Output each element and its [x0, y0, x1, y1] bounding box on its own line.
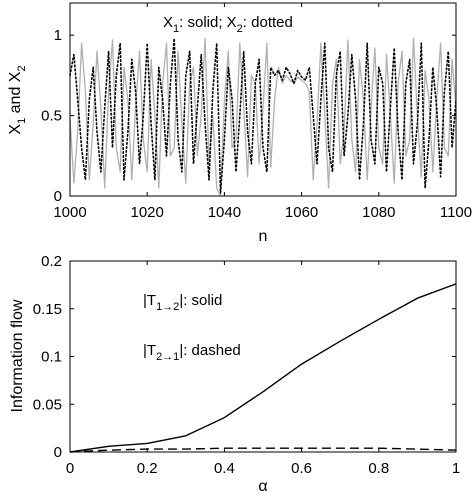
top-series-x1-line — [69, 37, 457, 197]
bottom-ticks-group: 0 0.2 0.4 0.6 0.8 1 0 0.05 0.1 0.15 0.2 — [33, 253, 460, 477]
top-x-tick-label: 1020 — [131, 204, 164, 221]
bottom-legend: |T1→2|: solid |T2→1|: dashed — [143, 292, 241, 363]
top-axes-frame — [69, 2, 457, 197]
bottom-x-tick-label: 0.4 — [214, 460, 235, 477]
bottom-chart: 0 0.2 0.4 0.6 0.8 1 0 0.05 0.1 0.15 0.2 |T1→2|: so… — [9, 253, 460, 495]
bottom-x-tick-label: 0.6 — [291, 460, 312, 477]
bottom-x-tick-label: 0.2 — [137, 460, 158, 477]
top-x-tick-label: 1000 — [53, 204, 86, 221]
bottom-y-tick-label: 0.15 — [33, 301, 62, 318]
top-x-tick-label: 1060 — [285, 204, 318, 221]
top-y-axis-label: X1 and X2 — [7, 65, 28, 134]
top-x-tick-label: 1080 — [362, 204, 395, 221]
top-chart: 1000 1020 1040 1060 1080 1100 0 0.5 1 X1: solid;… — [7, 2, 472, 245]
bottom-series-t12-line — [69, 283, 457, 453]
top-y-tick-label: 1 — [54, 27, 62, 44]
bottom-series-group — [69, 283, 457, 453]
top-ticks-group: 1000 1020 1040 1060 1080 1100 0 0.5 1 — [41, 3, 472, 221]
bottom-y-tick-label: 0 — [54, 444, 62, 461]
bottom-series-t21-line — [69, 447, 457, 453]
top-legend-text: X1: solid; X2: dotted — [163, 14, 293, 35]
bottom-legend-entry-2: |T2→1|: dashed — [143, 342, 241, 363]
bottom-y-axis-label: Information flow — [9, 299, 26, 412]
bottom-y-tick-label: 0.1 — [41, 349, 62, 366]
bottom-x-axis-label: α — [258, 478, 267, 495]
top-series-group — [69, 37, 457, 197]
top-series-x2-line — [69, 37, 457, 194]
top-y-tick-label: 0 — [54, 188, 62, 205]
bottom-x-tick-label: 0.8 — [368, 460, 389, 477]
bottom-axes-frame — [69, 260, 457, 453]
top-x-tick-label: 1040 — [208, 204, 241, 221]
bottom-legend-entry-1: |T1→2|: solid — [143, 292, 222, 313]
top-x-tick-label: 1100 — [440, 204, 472, 221]
bottom-y-tick-label: 0.05 — [33, 396, 62, 413]
bottom-x-tick-label: 0 — [66, 460, 74, 477]
bottom-y-tick-label: 0.2 — [41, 253, 62, 270]
top-y-tick-label: 0.5 — [41, 108, 62, 125]
bottom-x-tick-label: 1 — [452, 460, 460, 477]
top-x-axis-label: n — [259, 228, 268, 245]
